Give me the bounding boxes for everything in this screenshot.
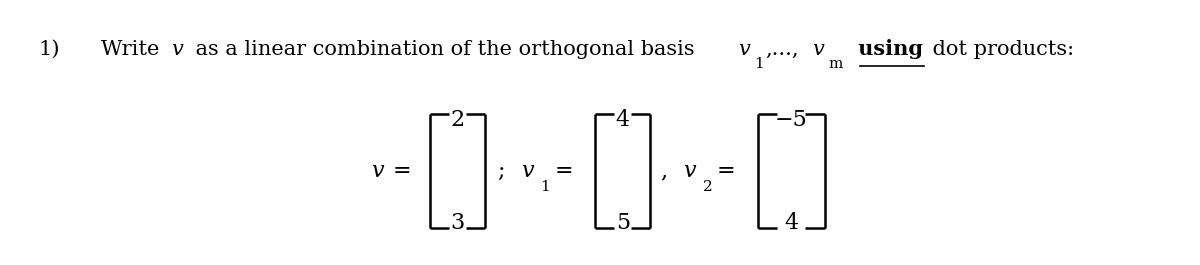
Text: =: =	[554, 160, 574, 182]
Text: 4: 4	[616, 109, 630, 131]
Text: v: v	[812, 40, 824, 59]
Text: 2: 2	[703, 180, 713, 194]
Text: −5: −5	[775, 109, 808, 131]
Text: using: using	[851, 39, 923, 59]
Text: v: v	[738, 40, 750, 59]
Text: 1): 1)	[38, 40, 60, 59]
Text: =: =	[392, 160, 410, 182]
Text: v: v	[172, 40, 182, 59]
Text: 2: 2	[451, 109, 464, 131]
Text: v: v	[684, 160, 696, 182]
Text: 3: 3	[451, 212, 464, 234]
Text: ,...,: ,...,	[764, 40, 798, 59]
Text: 5: 5	[616, 212, 630, 234]
Text: v: v	[371, 160, 383, 182]
Text: as a linear combination of the orthogonal basis: as a linear combination of the orthogona…	[190, 40, 701, 59]
Text: 4: 4	[784, 212, 798, 234]
Text: 1: 1	[540, 180, 550, 194]
Text: m: m	[828, 57, 842, 71]
Text: ;: ;	[497, 160, 505, 182]
Text: 1: 1	[754, 57, 764, 71]
Text: Write: Write	[101, 40, 166, 59]
Text: ,: ,	[660, 160, 667, 182]
Text: v: v	[521, 160, 534, 182]
Text: =: =	[718, 160, 736, 182]
Text: dot products:: dot products:	[926, 40, 1074, 59]
